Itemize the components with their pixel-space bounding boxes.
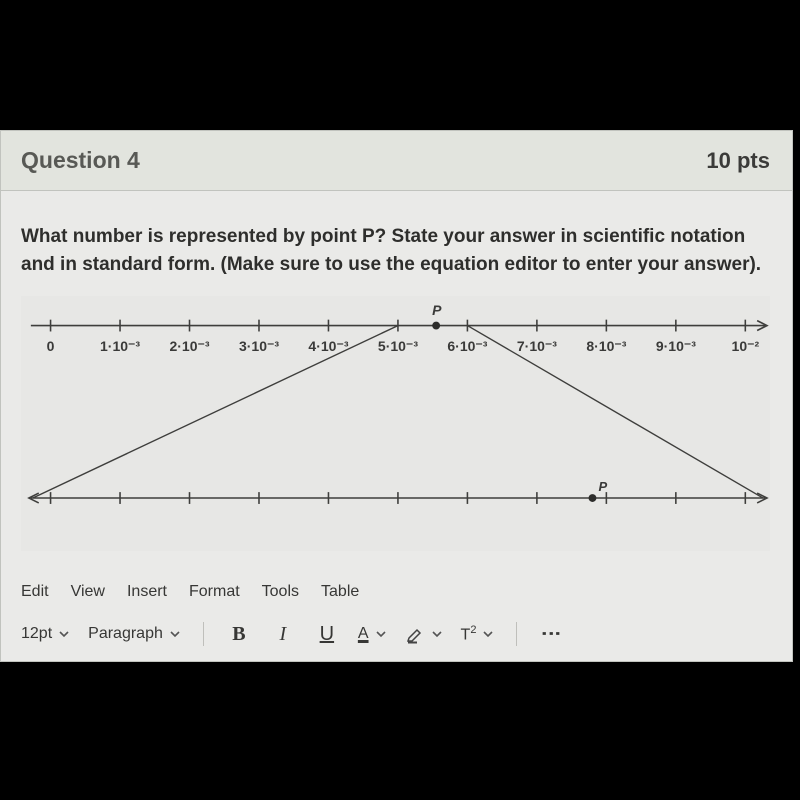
paragraph-label: Paragraph	[88, 625, 163, 643]
superscript-button[interactable]: T2	[461, 624, 495, 644]
chevron-down-icon	[431, 628, 443, 640]
question-body: What number is represented by point P? S…	[1, 191, 792, 571]
point-p-label-bottom: P	[599, 479, 608, 494]
tick-label: 3·10⁻³	[239, 338, 279, 355]
more-options-button[interactable]: ⋮	[539, 621, 565, 647]
superscript-icon: T2	[461, 624, 477, 644]
top-black-region	[0, 0, 800, 130]
tick-label: 6·10⁻³	[447, 338, 487, 355]
italic-button[interactable]: I	[270, 621, 296, 647]
editor-menu-bar: Edit View Insert Format Tools Table	[21, 583, 770, 601]
tick-label: 1·10⁻³	[100, 338, 140, 355]
point-p-label-top: P	[432, 302, 441, 318]
chevron-down-icon	[169, 628, 181, 640]
chevron-down-icon	[375, 628, 387, 640]
text-color-icon: A	[358, 625, 369, 643]
highlight-icon	[405, 624, 425, 644]
tick-label: 10⁻²	[732, 338, 760, 355]
tick-label: 7·10⁻³	[517, 338, 557, 355]
font-size-select[interactable]: 12pt	[21, 625, 70, 643]
menu-table[interactable]: Table	[321, 583, 359, 601]
paragraph-select[interactable]: Paragraph	[88, 625, 181, 643]
chevron-down-icon	[58, 628, 70, 640]
tick-label: 2·10⁻³	[169, 338, 209, 355]
tick-label: 9·10⁻³	[656, 338, 696, 355]
bottom-black-region	[0, 743, 800, 800]
font-size-label: 12pt	[21, 625, 52, 643]
rich-text-editor[interactable]: Edit View Insert Format Tools Table 12pt…	[1, 571, 792, 661]
highlight-button[interactable]	[405, 624, 443, 644]
editor-toolbar: 12pt Paragraph B I U A	[21, 621, 770, 647]
question-card: Question 4 10 pts What number is represe…	[0, 130, 793, 662]
menu-edit[interactable]: Edit	[21, 583, 49, 601]
bold-button[interactable]: B	[226, 621, 252, 647]
chevron-down-icon	[482, 628, 494, 640]
menu-view[interactable]: View	[71, 583, 105, 601]
toolbar-divider	[203, 622, 204, 646]
tick-label: 5·10⁻³	[378, 338, 418, 355]
question-prompt: What number is represented by point P? S…	[21, 223, 770, 278]
menu-insert[interactable]: Insert	[127, 583, 167, 601]
question-header: Question 4 10 pts	[1, 131, 792, 191]
menu-tools[interactable]: Tools	[262, 583, 299, 601]
underline-button[interactable]: U	[314, 621, 340, 647]
question-points: 10 pts	[706, 148, 770, 174]
text-color-button[interactable]: A	[358, 625, 387, 643]
figure-svg	[21, 296, 770, 547]
tick-label: 8·10⁻³	[586, 338, 626, 355]
question-title: Question 4	[21, 147, 140, 174]
toolbar-divider	[516, 622, 517, 646]
tick-label: 0	[47, 338, 55, 354]
menu-format[interactable]: Format	[189, 583, 240, 601]
number-line-figure: 0 1·10⁻³ 2·10⁻³ 3·10⁻³ 4·10⁻³ 5·10⁻³ 6·10⁻³ 7·1…	[21, 296, 770, 551]
tick-label: 4·10⁻³	[308, 338, 348, 355]
